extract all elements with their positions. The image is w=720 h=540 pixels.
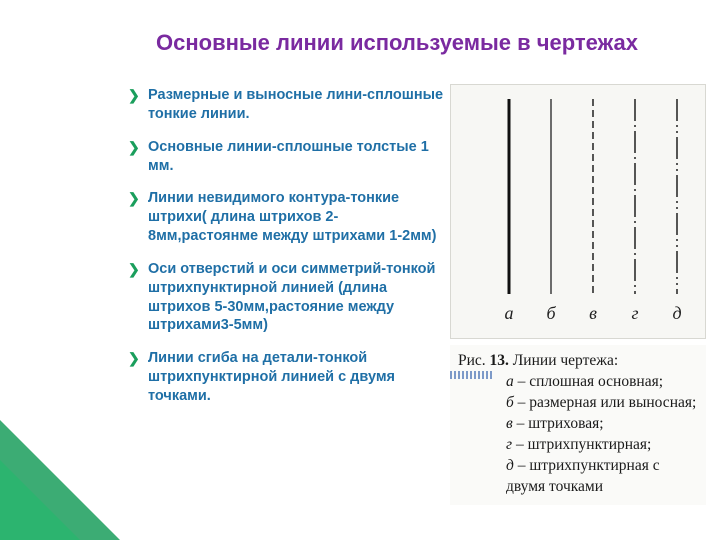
list-item: ❯Размерные и выносные лини-сплошные тонк…: [128, 86, 446, 124]
line-label: д: [667, 303, 687, 324]
figure-box: а б в г д: [450, 84, 706, 339]
corner-triangle-front: [0, 460, 80, 540]
bullet-text: Линии сгиба на детали-тонкой штрихпункти…: [148, 349, 446, 406]
legend-item: г – штрихпунктирная;: [458, 435, 698, 456]
line-label: а: [499, 303, 519, 324]
line-label: в: [583, 303, 603, 324]
legend-item: а – сплошная основная;: [458, 372, 698, 393]
legend-item: д – штрихпунктирная с двумя точками: [458, 456, 698, 498]
list-item: ❯Линии сгиба на детали-тонкой штрихпункт…: [128, 349, 446, 406]
bullet-text: Размерные и выносные лини-сплошные тонки…: [148, 86, 446, 124]
line-label: б: [541, 303, 561, 324]
figure: а б в г д Рис. 13. Линии чертежа:а – сплошна…: [450, 84, 706, 505]
bullet-text: Основные линии-сплошные толстые 1 мм.: [148, 138, 446, 176]
page-title: Основные линии используемые в чертежах: [156, 30, 638, 56]
legend-item: б – размерная или выносная;: [458, 393, 698, 414]
list-item: ❯Оси отверстий и оси симметрий-тонкой шт…: [128, 260, 446, 335]
bullet-list: ❯Размерные и выносные лини-сплошные тонк…: [128, 86, 446, 420]
bullet-text: Линии невидимого контура-тонкие штрихи( …: [148, 189, 446, 246]
bullet-icon: ❯: [128, 86, 148, 104]
bullet-icon: ❯: [128, 260, 148, 278]
legend-item: в – штриховая;: [458, 414, 698, 435]
bullet-icon: ❯: [128, 189, 148, 207]
figure-lines-svg: [469, 99, 689, 299]
list-item: ❯Основные линии-сплошные толстые 1 мм.: [128, 138, 446, 176]
bullet-text: Оси отверстий и оси симметрий-тонкой штр…: [148, 260, 446, 335]
caption-heading: Рис. 13. Линии чертежа:: [458, 351, 698, 372]
bullet-icon: ❯: [128, 349, 148, 367]
bullet-icon: ❯: [128, 138, 148, 156]
caption-decoration: [450, 371, 494, 379]
list-item: ❯Линии невидимого контура-тонкие штрихи(…: [128, 189, 446, 246]
line-label: г: [625, 303, 645, 324]
figure-caption: Рис. 13. Линии чертежа:а – сплошная осно…: [450, 345, 706, 505]
